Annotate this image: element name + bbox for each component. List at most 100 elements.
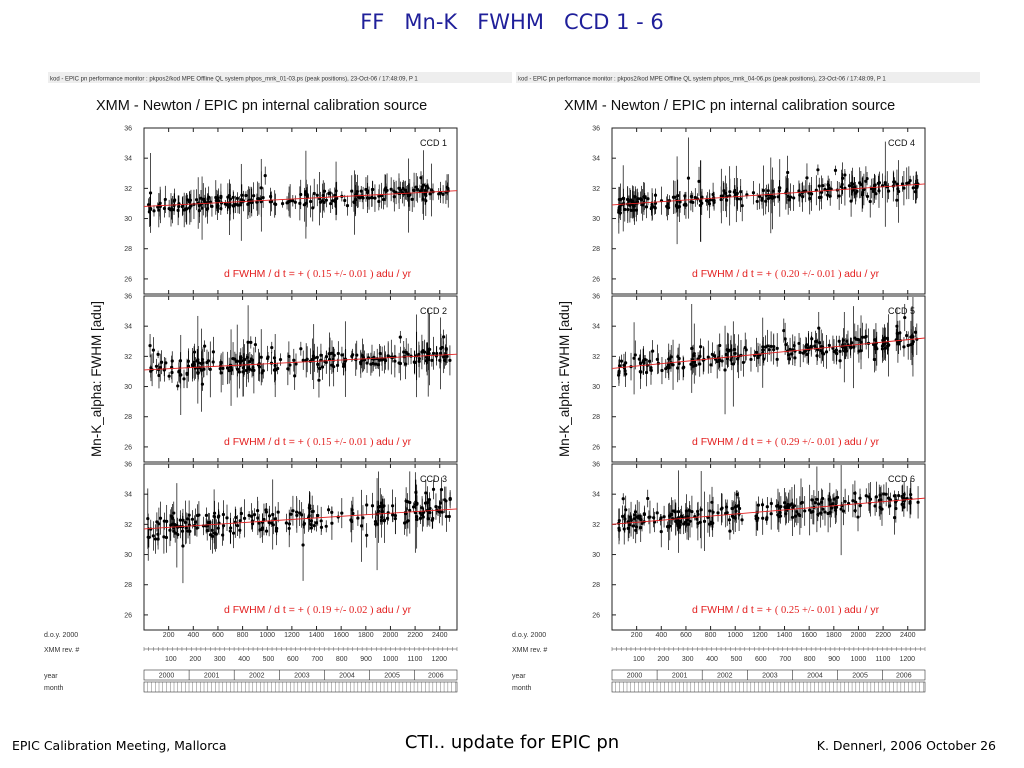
data-point — [185, 371, 189, 375]
slope-unit: adu / yr — [844, 436, 880, 448]
data-point — [707, 522, 712, 526]
data-point — [219, 206, 223, 211]
data-point — [621, 196, 626, 200]
plot-frame — [611, 295, 926, 463]
data-point — [838, 359, 842, 363]
data-point — [370, 504, 375, 508]
data-point — [315, 193, 319, 197]
doy-tick-label: 1000 — [727, 632, 743, 639]
data-point — [391, 513, 395, 517]
data-point — [154, 364, 159, 368]
y-tick-label: 28 — [592, 582, 600, 589]
data-point — [690, 509, 694, 514]
slope-unit: adu / yr — [844, 268, 880, 280]
slope-annotation: d FWHM / d t = + ( 0.29 +/- 0.01 ) adu /… — [692, 436, 880, 448]
data-point — [637, 357, 641, 361]
rev-tick-label: 100 — [165, 656, 177, 663]
data-point — [370, 196, 374, 200]
data-point — [777, 189, 781, 193]
data-point — [326, 508, 331, 512]
data-point — [740, 518, 744, 522]
year-value: 2000 — [159, 673, 175, 680]
data-point — [216, 515, 220, 519]
plot-frame — [143, 463, 458, 631]
subplot-ccd: 26 28 30 32 34 36 CCD 1 d FWHM / d t = + ( 0.15… — [124, 126, 458, 295]
data-point — [798, 193, 802, 197]
data-point — [397, 186, 401, 190]
data-point — [724, 352, 728, 357]
data-point — [378, 351, 382, 356]
data-point — [210, 204, 214, 208]
data-point — [725, 511, 729, 515]
data-point — [643, 358, 647, 362]
data-point — [685, 522, 689, 526]
data-point — [335, 363, 340, 367]
y-tick-label: 36 — [592, 462, 600, 469]
data-point — [775, 346, 779, 350]
data-point — [684, 203, 688, 207]
data-point — [629, 518, 633, 522]
rev-tick-label: 400 — [706, 656, 718, 663]
data-point — [741, 360, 746, 365]
data-point — [376, 363, 381, 367]
data-point — [893, 180, 897, 184]
data-point — [712, 354, 717, 358]
data-point — [390, 504, 395, 508]
data-point — [249, 340, 253, 345]
data-point — [902, 505, 906, 509]
y-tick-label: 32 — [592, 186, 600, 193]
data-point — [617, 369, 621, 373]
rev-tick-label: 1200 — [899, 656, 915, 663]
header-strip — [516, 72, 980, 83]
data-point — [381, 197, 386, 202]
data-point — [678, 200, 682, 204]
data-point — [766, 344, 770, 348]
doy-label: d.o.y. 2000 — [44, 632, 78, 639]
data-point — [292, 358, 296, 362]
data-point — [186, 517, 190, 521]
doy-tick-label: 1600 — [333, 632, 349, 639]
data-point — [225, 203, 229, 207]
data-point — [193, 520, 198, 524]
data-point — [841, 176, 845, 180]
data-point — [210, 528, 214, 532]
data-point — [834, 505, 839, 509]
data-point — [336, 351, 340, 356]
data-point — [392, 195, 396, 199]
data-point — [412, 360, 416, 364]
data-point — [777, 505, 781, 509]
data-point — [798, 350, 802, 355]
data-point — [350, 189, 354, 193]
data-point — [815, 497, 819, 501]
data-point — [902, 492, 906, 497]
data-point — [859, 340, 863, 344]
data-point — [910, 342, 915, 346]
data-point — [617, 197, 621, 202]
data-point — [440, 510, 444, 514]
data-point — [840, 182, 844, 187]
slope-prefix: d FWHM / d t = + — [692, 436, 775, 448]
data-point — [828, 194, 832, 198]
data-point — [239, 511, 243, 516]
data-point — [854, 337, 858, 341]
data-point — [431, 487, 436, 491]
data-point — [617, 521, 621, 525]
data-point — [697, 179, 701, 183]
data-point — [182, 377, 186, 381]
data-point — [406, 519, 410, 523]
data-point — [170, 359, 174, 363]
data-point — [883, 181, 887, 185]
data-point — [314, 521, 318, 525]
data-point — [784, 343, 788, 347]
y-tick-label: 36 — [124, 462, 132, 469]
data-point — [343, 359, 347, 363]
y-tick-label: 30 — [124, 552, 132, 559]
y-tick-label: 30 — [592, 552, 600, 559]
data-point — [853, 491, 857, 495]
data-point — [358, 196, 362, 200]
data-point — [806, 346, 810, 350]
chart-title: XMM - Newton / EPIC pn internal calibrat… — [96, 98, 427, 114]
data-point — [231, 531, 236, 535]
data-point — [302, 522, 306, 527]
data-point — [271, 512, 275, 517]
